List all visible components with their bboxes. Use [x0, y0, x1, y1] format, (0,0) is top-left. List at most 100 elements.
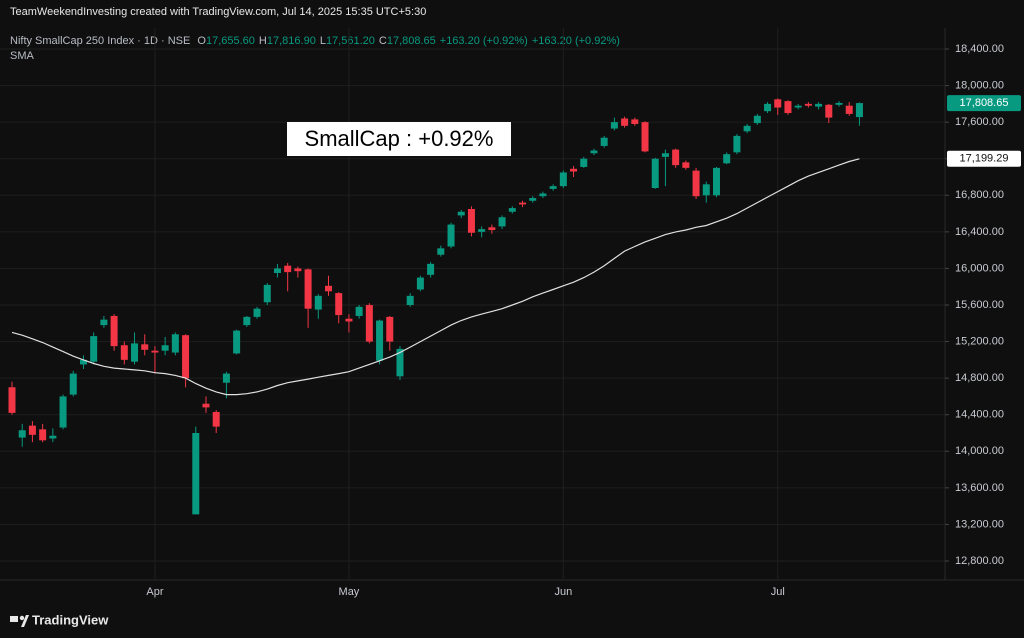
y-tick-label: 14,000.00 — [955, 445, 1004, 457]
candle-body — [120, 345, 128, 360]
candle-body — [212, 411, 220, 427]
ohlc-key: C — [378, 35, 387, 47]
candle-body — [171, 334, 179, 353]
annotation: SmallCap : +0.92% — [305, 126, 494, 151]
candle-body — [794, 105, 802, 108]
candle-body — [90, 336, 98, 362]
candle-body — [110, 315, 118, 347]
candle-body — [100, 319, 108, 326]
change: +163.20 (+0.92%) — [439, 35, 528, 47]
candle-body — [69, 373, 77, 395]
candle-body — [49, 435, 57, 439]
candle-body — [18, 430, 26, 438]
candle-body — [508, 208, 516, 212]
ohlc-value: 17,816.90 — [266, 35, 316, 47]
candle-body — [335, 293, 343, 316]
candle-body — [345, 318, 353, 322]
logo-text: TradingView — [32, 612, 109, 627]
candle-body — [774, 99, 782, 108]
change: +163.20 (+0.92%) — [531, 35, 620, 47]
candle-body — [529, 198, 537, 201]
ohlc-value: 17,808.65 — [386, 35, 436, 47]
candle-body — [478, 229, 486, 232]
candle-body — [519, 202, 526, 205]
ohlc-key: L — [319, 35, 326, 47]
candle-body — [733, 135, 741, 153]
y-tick-label: 18,000.00 — [955, 80, 1004, 92]
sma-tag — [947, 150, 1021, 167]
candle-body — [253, 308, 261, 317]
candle-body — [233, 330, 241, 354]
y-tick-label: 15,600.00 — [955, 299, 1004, 311]
y-tick-label: 13,600.00 — [955, 482, 1004, 494]
candle-body — [355, 306, 363, 316]
candle-body — [151, 350, 159, 353]
candle-body — [815, 103, 823, 107]
ohlc-value: 17,655.60 — [205, 35, 255, 47]
y-tick-label: 17,600.00 — [955, 116, 1004, 128]
candle-body — [570, 168, 578, 172]
y-tick-label: 12,800.00 — [955, 555, 1004, 567]
candle-body — [631, 119, 639, 124]
candle-body — [161, 345, 169, 351]
candle-body — [692, 170, 700, 197]
candle-body — [467, 209, 475, 233]
candle-body — [641, 122, 649, 152]
candle-body — [396, 348, 404, 377]
candle-body — [764, 103, 772, 112]
candle-body — [845, 105, 853, 114]
candle-body — [661, 153, 669, 157]
candle-body — [855, 103, 863, 118]
candle-body — [804, 103, 812, 106]
candle-body — [284, 265, 292, 273]
candle-body — [131, 343, 139, 362]
x-tick-label: Jul — [771, 586, 785, 598]
candle-body — [447, 224, 455, 247]
x-tick-label: Apr — [146, 586, 163, 598]
sma-line — [11, 158, 860, 396]
candle-body — [39, 429, 47, 441]
y-tick-label: 16,400.00 — [955, 226, 1004, 238]
candle-body — [386, 316, 394, 342]
candle-body — [784, 101, 792, 114]
y-tick-label: 18,400.00 — [955, 43, 1004, 55]
y-tick-label: 15,200.00 — [955, 335, 1004, 347]
candle-body — [437, 248, 445, 255]
sma-legend: SMA — [10, 50, 34, 62]
candle-body — [243, 316, 251, 326]
candle-body — [559, 172, 567, 187]
y-tick-label: 14,400.00 — [955, 409, 1004, 421]
candle-body — [314, 295, 322, 310]
annotation-box — [287, 122, 511, 156]
candle-body — [539, 193, 547, 197]
candle-body — [325, 285, 333, 292]
ohlc-key: O — [197, 35, 206, 47]
candle-body — [182, 335, 190, 379]
candle-body — [8, 387, 16, 413]
candle-body — [304, 269, 312, 309]
candle-body — [753, 115, 761, 124]
candle-body — [273, 268, 281, 274]
last-price-label: 17,808.65 — [960, 97, 1009, 109]
candle-body — [651, 158, 659, 188]
candle-body — [457, 211, 465, 216]
y-tick-label: 16,800.00 — [955, 189, 1004, 201]
y-tick-label: 16,000.00 — [955, 262, 1004, 274]
tv-logo-icon — [10, 615, 29, 627]
candle-body — [376, 320, 384, 361]
candle-body — [702, 184, 710, 196]
candle-body — [835, 102, 843, 105]
symbol: Nifty SmallCap 250 Index · 1D · NSE — [10, 35, 191, 47]
candle-body — [28, 425, 36, 435]
candle-body — [294, 268, 302, 272]
sma-label: 17,199.29 — [960, 153, 1009, 165]
candle-body — [600, 137, 608, 146]
candle-body — [743, 125, 751, 132]
candle-body — [222, 373, 230, 383]
candle-body — [610, 122, 618, 129]
candle-body — [416, 277, 424, 290]
candle-body — [59, 396, 67, 428]
x-tick-label: Jun — [554, 586, 572, 598]
candle-body — [672, 149, 680, 166]
candle-body — [141, 344, 149, 350]
